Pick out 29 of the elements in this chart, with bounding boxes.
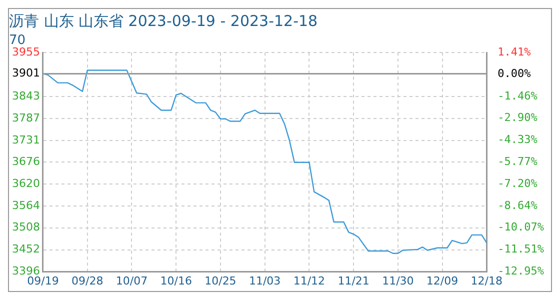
y-tick-label: 3787 bbox=[12, 111, 40, 124]
x-tick-label: 09/28 bbox=[72, 274, 104, 288]
y-tick-label: 3843 bbox=[12, 89, 40, 102]
x-tick-label: 10/07 bbox=[116, 274, 148, 288]
x-tick-label: 12/09 bbox=[426, 274, 458, 288]
y-tick-label: 3676 bbox=[12, 154, 40, 168]
y2-tick-label: -2.90% bbox=[498, 111, 538, 124]
y-tick-label: 3901 bbox=[12, 66, 40, 80]
y2-tick-label: 1.41% bbox=[498, 45, 532, 58]
x-tick-label: 11/12 bbox=[293, 274, 326, 288]
y-tick-label: 3564 bbox=[12, 198, 40, 212]
y2-tick-label: -7.20% bbox=[498, 176, 538, 190]
chart-title: 沥青 山东 山东省 2023-09-19 - 2023-12-18 bbox=[9, 12, 318, 30]
x-tick-label: 10/25 bbox=[204, 274, 236, 288]
y2-tick-label: -8.64% bbox=[498, 198, 538, 212]
y2-tick-label: 0.00% bbox=[498, 66, 532, 80]
y2-tick-label: -5.77% bbox=[498, 155, 538, 168]
x-tick-label: 11/03 bbox=[248, 274, 281, 288]
y-tick-label: 3620 bbox=[12, 176, 40, 190]
y2-tick-label: -11.51% bbox=[498, 242, 544, 256]
x-tick-label: 10/16 bbox=[160, 274, 192, 288]
y-tick-label: 3731 bbox=[12, 133, 40, 146]
x-tick-label: 11/30 bbox=[382, 274, 414, 288]
y-tick-label: 3508 bbox=[12, 220, 40, 234]
y-tick-label: 3452 bbox=[12, 242, 40, 256]
y2-tick-label: -1.46% bbox=[498, 89, 538, 102]
x-tick-label: 11/21 bbox=[338, 274, 370, 288]
y2-tick-label: -10.07% bbox=[498, 220, 544, 234]
y2-tick-label: -4.33% bbox=[498, 133, 538, 146]
